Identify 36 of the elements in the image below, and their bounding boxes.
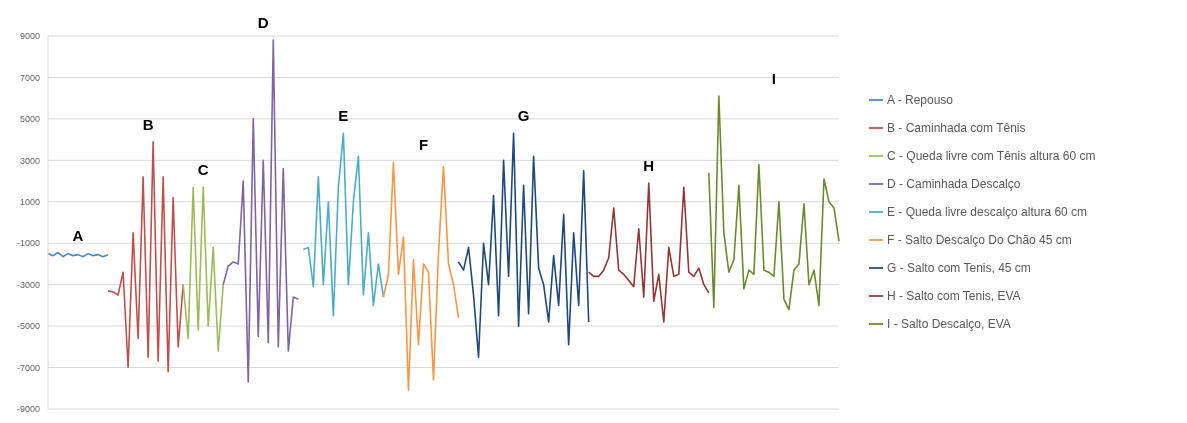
y-tick-label: -7000 [16, 362, 40, 373]
annotation: A [72, 226, 84, 244]
annotation: H [643, 157, 655, 175]
legend-label: I - Salto Descalço, EVA [887, 316, 1011, 331]
y-tick-label: -1000 [16, 238, 40, 249]
y-tick-label: 5000 [19, 114, 40, 125]
legend-label: F - Salto Descalço Do Chão 45 cm [887, 232, 1072, 247]
legend-label: B - Caminhada com Tênis [887, 120, 1026, 135]
annotation: I [771, 70, 776, 88]
y-tick-label: -9000 [16, 404, 40, 415]
line-series [587, 182, 710, 323]
legend-label: D - Caminhada Descalço [887, 176, 1021, 191]
line-series [222, 39, 300, 383]
y-tick-label: 3000 [19, 155, 40, 166]
y-tick-label: 7000 [19, 72, 40, 83]
y-tick-label: -3000 [16, 279, 40, 290]
annotation: B [142, 115, 154, 133]
text: D [257, 14, 269, 32]
annotation: F [418, 136, 429, 154]
y-tick-label: 1000 [19, 196, 40, 207]
legend-label: G - Salto com Tenis, 45 cm [887, 260, 1031, 275]
legend-label: H - Salto com Tenis, EVA [887, 288, 1021, 303]
line-series [708, 95, 840, 311]
line-series [107, 140, 184, 373]
line-series [182, 186, 225, 352]
legend-label: E - Queda livre descalço altura 60 cm [887, 204, 1088, 219]
y-tick-label: 9000 [19, 31, 40, 42]
y-tick-label: -5000 [16, 321, 40, 332]
annotation: C [197, 161, 209, 179]
annotation: E [338, 107, 349, 125]
line-series [382, 161, 460, 392]
line-series [457, 132, 590, 358]
annotation: G [517, 107, 530, 125]
line-series [302, 132, 385, 317]
legend-label: A - Repouso [887, 92, 954, 107]
legend-label: C - Queda livre com Tênis altura 60 cm [887, 148, 1096, 163]
